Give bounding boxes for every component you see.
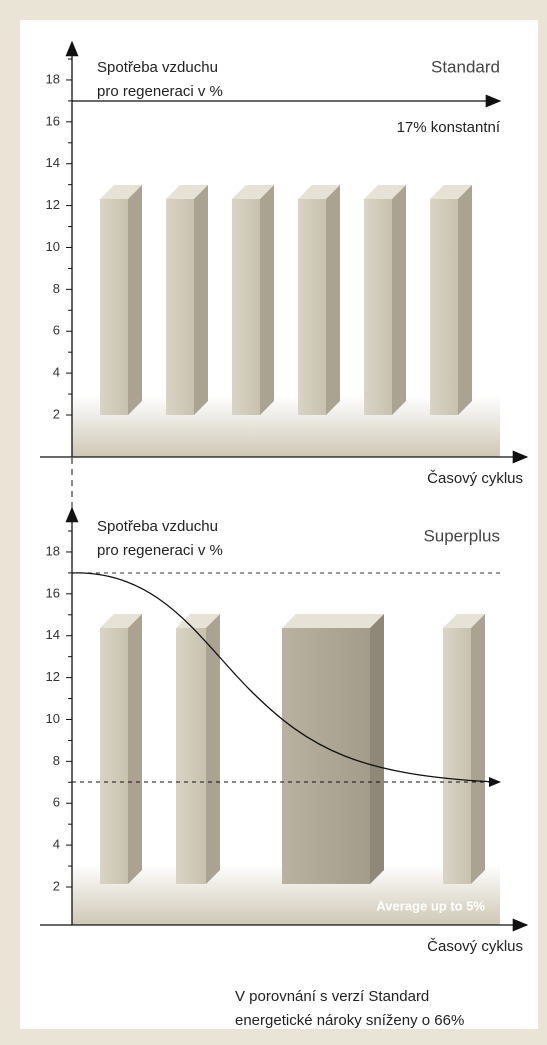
y-tick-label: 16: [46, 585, 60, 600]
column-front: [166, 199, 194, 415]
y-tick-label: 10: [46, 711, 60, 726]
column-front: [298, 199, 326, 415]
series-name: Superplus: [423, 526, 500, 545]
y-tick-label: 8: [53, 281, 60, 296]
y-tick-label: 18: [46, 543, 60, 558]
column-front: [232, 199, 260, 415]
y-tick-label: 14: [46, 627, 60, 642]
column-side: [458, 185, 472, 415]
column-front: [100, 628, 128, 884]
y-tick-label: 6: [53, 323, 60, 338]
y-tick-label: 4: [53, 365, 60, 380]
column-front: [364, 199, 392, 415]
y-tick-label: 6: [53, 795, 60, 810]
y-tick-label: 2: [53, 878, 60, 893]
column-front: [100, 199, 128, 415]
footer-text: energetické nároky sníženy o 66%: [235, 1012, 464, 1029]
note: 17% konstantní: [397, 119, 501, 136]
axis-title: pro regeneraci v %: [97, 83, 223, 100]
column-side: [471, 614, 485, 884]
x-axis-title: Časový cyklus: [427, 938, 523, 955]
column-side: [370, 614, 384, 884]
column-side: [128, 185, 142, 415]
column-side: [260, 185, 274, 415]
column-front: [176, 628, 206, 884]
axis-title: pro regeneraci v %: [97, 542, 223, 559]
y-tick-label: 12: [46, 669, 60, 684]
column-side: [128, 614, 142, 884]
y-tick-label: 2: [53, 406, 60, 421]
axis-title: Spotřeba vzduchu: [97, 518, 218, 535]
y-tick-label: 14: [46, 155, 60, 170]
axis-title: Spotřeba vzduchu: [97, 59, 218, 76]
y-tick-label: 12: [46, 197, 60, 212]
column-front: [430, 199, 458, 415]
note: Average up to 5%: [376, 898, 485, 913]
x-axis-title: Časový cyklus: [427, 470, 523, 487]
column-front: [443, 628, 471, 884]
y-tick-label: 10: [46, 239, 60, 254]
column-side: [326, 185, 340, 415]
y-tick-label: 18: [46, 71, 60, 86]
column-side: [194, 185, 208, 415]
y-tick-label: 16: [46, 113, 60, 128]
series-name: Standard: [431, 57, 500, 76]
diagram: 2 4 6 8 10 12 14 16 18 Spotřeba vzduchu pro regene…: [0, 0, 547, 1045]
y-tick-label: 4: [53, 837, 60, 852]
y-tick-label: 8: [53, 753, 60, 768]
footer-text: V porovnání s verzí Standard: [235, 988, 429, 1005]
column-front: [282, 628, 370, 884]
column-side: [392, 185, 406, 415]
column-top: [282, 614, 384, 628]
page: {"panels": [ {"ylabel_1": "Spotřeba vzdu…: [0, 0, 547, 1045]
